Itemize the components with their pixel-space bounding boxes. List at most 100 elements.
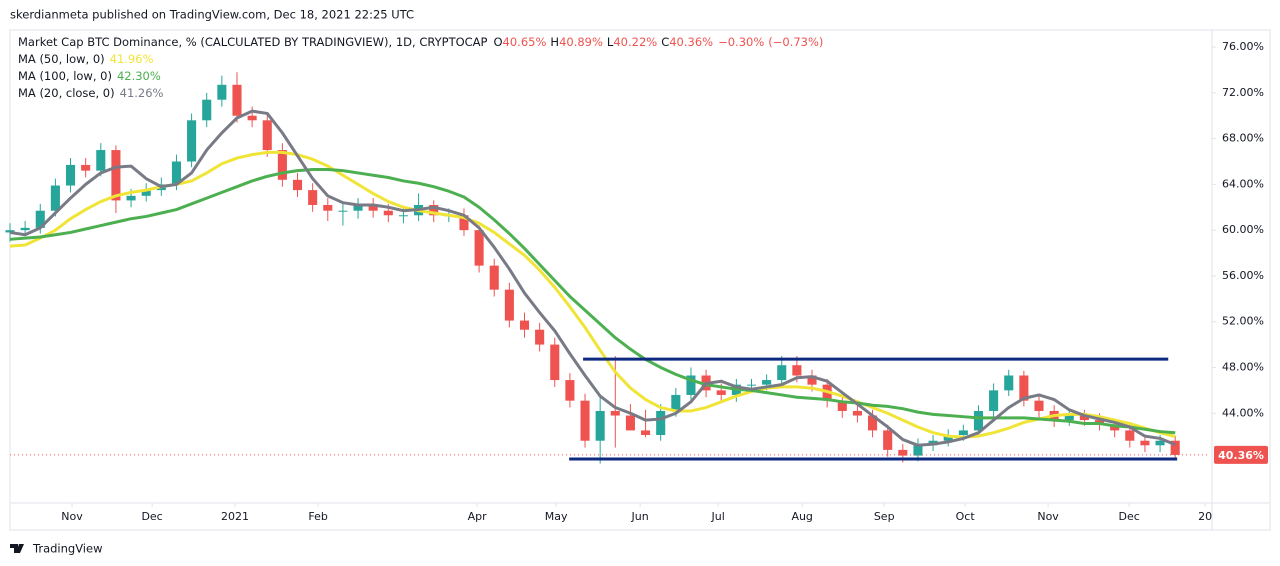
last-price-badge (1214, 445, 1268, 464)
legend-entry: MA (100, low, 0) 42.30% (18, 69, 161, 83)
frame (9, 29, 1271, 531)
candle-body (989, 390, 999, 411)
candle-body (111, 150, 121, 201)
candle-body (595, 410, 605, 441)
candle-body (656, 410, 666, 435)
x-tick-label: 20 (1198, 510, 1212, 523)
candle-body (247, 115, 257, 121)
candle-body (762, 380, 772, 385)
candle-body (338, 210, 348, 212)
candle-body (277, 150, 287, 180)
candle-body (5, 230, 15, 233)
candle-body (96, 150, 106, 171)
candle-body (35, 210, 45, 228)
candle-body (1170, 440, 1180, 455)
x-tick-label: Sep (874, 510, 895, 523)
y-tick-label: 48.00% (1222, 360, 1264, 373)
legend-title: Market Cap BTC Dominance, % (CALCULATED … (18, 35, 823, 49)
ohlc-key: C (661, 35, 669, 49)
candle-body (126, 195, 136, 201)
candle-body (868, 415, 878, 431)
candle-body (777, 365, 787, 381)
candle-body (943, 434, 953, 441)
series-title: Market Cap BTC Dominance, % (CALCULATED … (18, 35, 488, 49)
y-tick-label: 76.00% (1222, 40, 1264, 53)
candle-body (1110, 424, 1120, 431)
y-tick-label: 72.00% (1222, 86, 1264, 99)
legend-name: MA (50, low, 0) (18, 52, 105, 66)
legend-value: 41.96% (110, 52, 154, 66)
x-tick-label: Aug (791, 510, 812, 523)
ohlc-value: 40.65% (503, 35, 547, 49)
candle-body (610, 410, 620, 416)
moving-average (9, 168, 1176, 435)
ohlc-value: 40.22% (613, 35, 657, 49)
candle-body (565, 380, 575, 401)
legend-name: MA (20, close, 0) (18, 86, 115, 100)
candle-body (641, 430, 651, 435)
candle-body (837, 400, 847, 411)
candle-body (50, 185, 60, 211)
candle-body (1125, 430, 1135, 441)
plot (5, 72, 1210, 464)
x-tick-label: May (545, 510, 568, 523)
legend-value: 42.30% (117, 69, 161, 83)
candle-body (807, 375, 817, 385)
legend-value: 41.26% (120, 86, 164, 100)
y-tick-label: 44.00% (1222, 406, 1264, 419)
candle-body (232, 84, 242, 116)
candle-body (368, 204, 378, 211)
change: −0.30% (718, 35, 764, 49)
moving-average (9, 109, 1176, 447)
candle-body (671, 394, 681, 411)
candle-body (489, 265, 499, 290)
candle-body (474, 230, 484, 266)
x-tick-label: Feb (308, 510, 327, 523)
ohlc-value: 40.36% (669, 35, 713, 49)
publisher: skerdianmeta published on TradingView.co… (10, 8, 414, 22)
candle-body (973, 410, 984, 431)
candle-body (1019, 375, 1029, 401)
candle-body (958, 430, 968, 435)
candle-body (1004, 375, 1014, 391)
candle-body (580, 400, 590, 441)
x-tick-label: Apr (468, 510, 488, 523)
legend-name: MA (100, low, 0) (18, 69, 112, 83)
candle-body (187, 120, 197, 162)
candle-body (429, 204, 439, 216)
y-tick-label: 56.00% (1222, 269, 1264, 282)
candle-body (171, 161, 181, 185)
change-percent: (−0.73%) (768, 35, 823, 49)
x-tick-label: Dec (141, 510, 162, 523)
y-tick-label: 60.00% (1222, 223, 1264, 236)
y-tick-label: 52.00% (1222, 315, 1264, 328)
candle-body (217, 84, 227, 100)
moving-average (9, 150, 1176, 439)
candle-body (353, 204, 363, 211)
candle-body (913, 445, 923, 456)
candle-body (323, 204, 333, 211)
candle-body (1034, 400, 1044, 411)
x-tick-label: Jun (631, 510, 649, 523)
candle-body (519, 320, 530, 330)
candle-body (746, 384, 757, 386)
candle-body (1079, 415, 1089, 421)
candle-body (1140, 440, 1150, 446)
candle-body (202, 99, 212, 121)
ohlc-key: O (493, 35, 502, 49)
candle-body (81, 164, 91, 171)
y-tick-label: 64.00% (1222, 177, 1264, 190)
candle-body (262, 120, 272, 151)
candle-body (504, 289, 514, 321)
candle-body (141, 190, 151, 196)
candle-body (65, 164, 76, 186)
candle-body (20, 227, 30, 231)
x-tick-label: Nov (61, 510, 83, 523)
candle-body (550, 344, 560, 381)
legend-entry: MA (20, close, 0) 41.26% (18, 86, 164, 100)
brand: TradingView (10, 542, 102, 556)
last-price-label: 40.36% (1218, 449, 1264, 462)
candle-body (535, 329, 545, 345)
ohlc-key: H (550, 35, 559, 49)
